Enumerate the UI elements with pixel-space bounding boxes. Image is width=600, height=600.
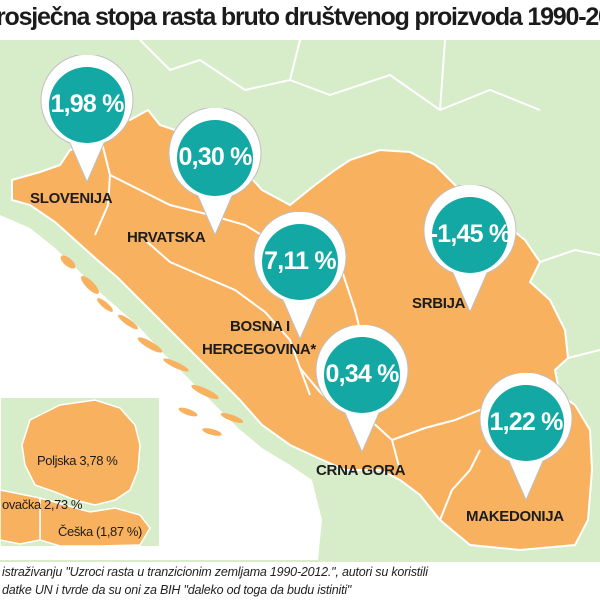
adriatic-islands — [60, 255, 244, 436]
footer-line-2: datke UN i tvrde da su oni za BIH "dalek… — [2, 583, 352, 597]
pin-marker-icon — [253, 210, 347, 341]
inset-label-ceska: Češka (1,87 %) — [58, 524, 142, 539]
inset-czech — [39, 497, 151, 547]
pin-marker-icon — [315, 323, 409, 454]
label-bih-line2: HERCEGOVINA* — [202, 341, 316, 358]
footer-note: istraživanju "Uzroci rasta u tranzicioni… — [0, 562, 600, 600]
pin-marker-icon — [40, 53, 134, 184]
value-slovenija: 1,98 % — [50, 90, 124, 118]
value-srbija: -1,45 % — [429, 220, 511, 248]
label-crna-gora: CRNA GORA — [316, 462, 406, 479]
title-bar: rosječna stopa rasta bruto društvenog pr… — [0, 0, 600, 40]
footer-line-1: istraživanju "Uzroci rasta u tranzicioni… — [2, 565, 428, 579]
value-makedonija: 1,22 % — [489, 408, 563, 436]
label-slovenija: SLOVENIJA — [30, 190, 113, 207]
pin-marker-icon — [479, 371, 573, 502]
inset-map — [0, 396, 161, 548]
value-hrvatska: 0,30 % — [178, 143, 252, 171]
page-title: rosječna stopa rasta bruto društvenog pr… — [0, 3, 600, 31]
neighbour-borders — [139, 39, 600, 359]
pin-marker-icon — [168, 106, 262, 237]
label-bih-line1: BOSNA I — [230, 318, 290, 335]
pin-marker-icon — [423, 183, 517, 314]
inset-label-poljska: Poljska 3,78 % — [37, 453, 118, 468]
value-crna-gora: 0,34 % — [325, 360, 399, 388]
inset-poland — [21, 399, 141, 506]
inset-slovakia — [0, 489, 41, 545]
label-hrvatska: HRVATSKA — [127, 229, 206, 246]
pin-bih: 7,11 % — [250, 210, 350, 342]
inset-label-slovacka: ovačka 2,73 % — [2, 497, 83, 512]
pin-crna-gora: 0,34 % — [312, 323, 412, 455]
label-srbija: SRBIJA — [412, 295, 466, 312]
pin-slovenija: 1,98 % — [37, 53, 137, 185]
value-bih: 7,11 % — [264, 247, 336, 275]
pin-makedonija: 1,22 % — [476, 371, 576, 503]
label-makedonija: MAKEDONIJA — [466, 508, 564, 525]
pin-srbija: -1,45 % — [420, 183, 520, 315]
pin-hrvatska: 0,30 % — [165, 106, 265, 238]
